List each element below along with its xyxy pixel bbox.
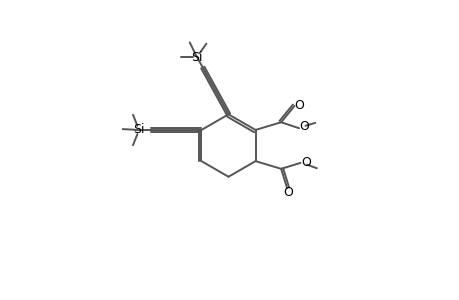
Text: O: O: [293, 99, 303, 112]
Text: O: O: [282, 186, 292, 199]
Text: O: O: [300, 156, 310, 169]
Text: Si: Si: [133, 123, 145, 136]
Text: Si: Si: [191, 50, 202, 64]
Text: O: O: [299, 120, 308, 133]
